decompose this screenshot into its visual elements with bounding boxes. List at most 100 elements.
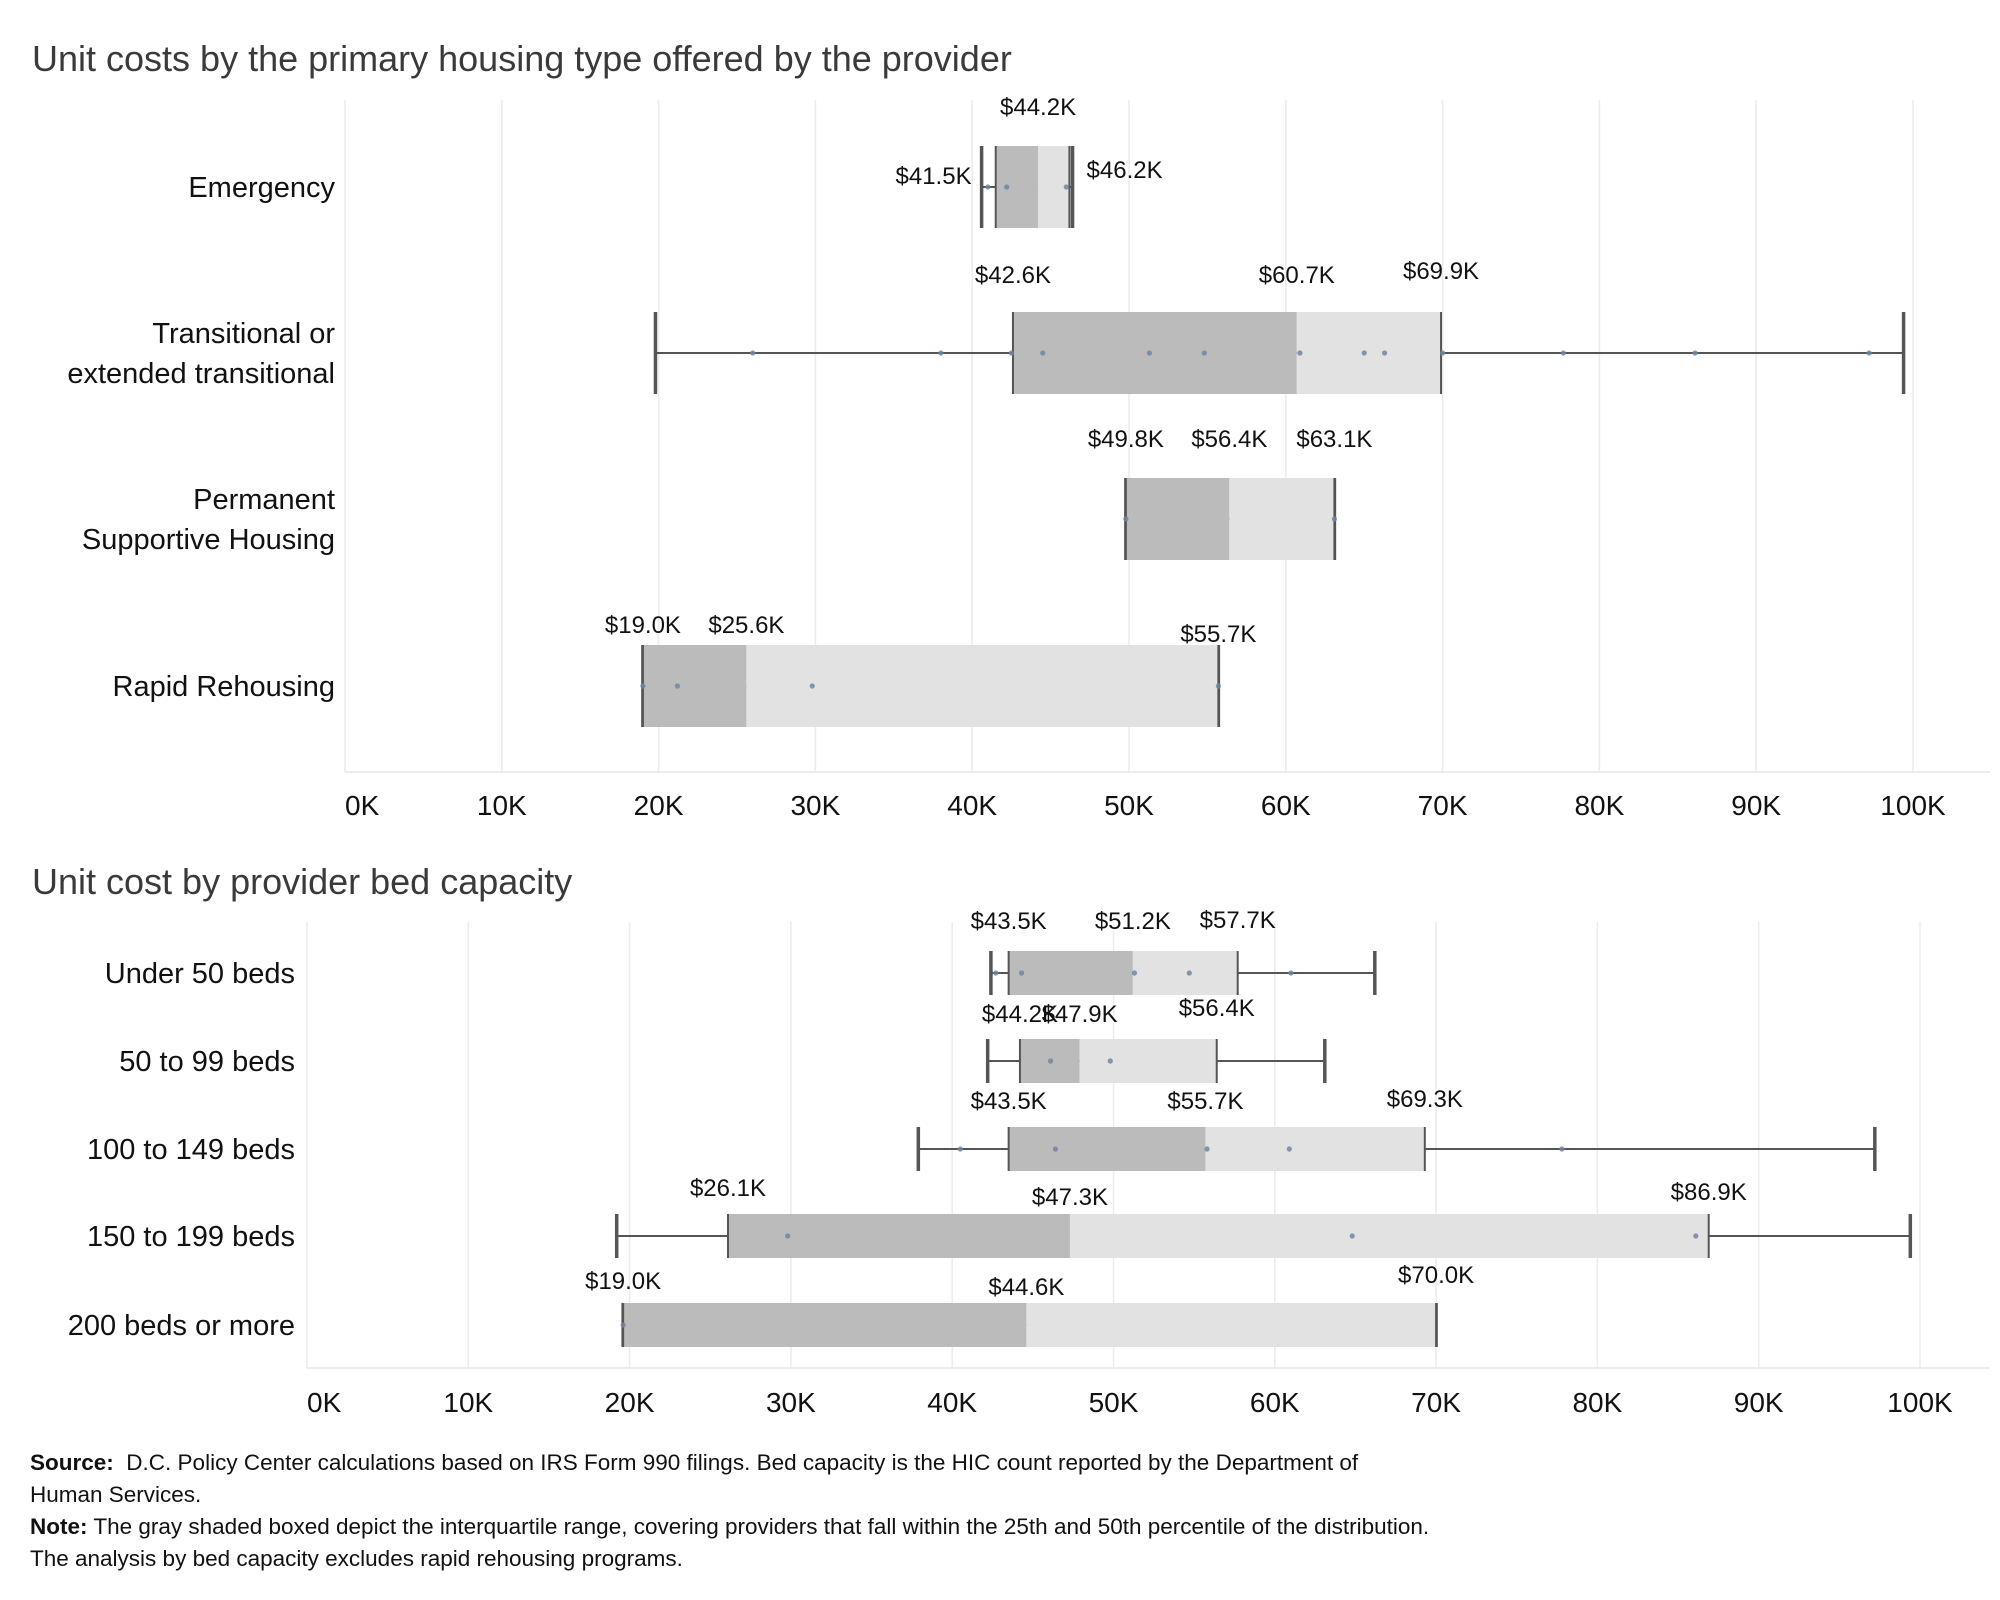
x-tick-label: 20K	[634, 790, 684, 821]
data-point	[1349, 1233, 1355, 1239]
data-point	[993, 970, 999, 976]
x-tick-label: 30K	[790, 790, 840, 821]
q1-value-label: $41.5K	[896, 163, 972, 190]
x-tick-label: 90K	[1731, 790, 1781, 821]
q3-value-label: $69.9K	[1403, 258, 1479, 285]
q1-value-label: $49.8K	[1088, 426, 1164, 453]
data-point	[1331, 516, 1338, 522]
data-point	[1204, 1146, 1210, 1152]
x-tick-label: 0K	[307, 1387, 342, 1418]
data-point	[1052, 1146, 1059, 1152]
q1-value-label: $42.6K	[975, 262, 1051, 289]
box-upper-half	[1026, 1303, 1437, 1347]
q1-value-label: $19.0K	[605, 612, 681, 639]
x-tick-label: 80K	[1572, 1387, 1622, 1418]
data-point	[1063, 184, 1069, 190]
data-point	[1008, 350, 1015, 356]
data-point	[1693, 1233, 1699, 1239]
median-value-label: $25.6K	[708, 612, 784, 639]
x-tick-label: 90K	[1734, 1387, 1784, 1418]
category-label: extended transitional	[67, 358, 335, 390]
median-value-label: $44.2K	[1000, 94, 1076, 121]
note-label: Note:	[30, 1514, 88, 1539]
box-lower-half	[623, 1303, 1027, 1347]
data-point	[1381, 350, 1388, 356]
box-lower-half	[1012, 312, 1297, 394]
category-label: Supportive Housing	[82, 524, 335, 556]
q1-value-label: $26.1K	[690, 1175, 766, 1202]
box-upper-half	[1079, 1039, 1217, 1083]
box-lower-half	[1008, 951, 1133, 995]
box-upper-half	[746, 645, 1219, 727]
box-group: 100 to 149 beds $43.5K $55.7K $69.3K	[87, 1086, 1877, 1171]
data-point	[674, 683, 681, 689]
box-lower-half	[1125, 478, 1230, 560]
median-value-label: $51.2K	[1095, 908, 1171, 935]
box-plot-figure: Unit costs by the primary housing type o…	[32, 38, 1990, 1418]
data-point	[1107, 1058, 1113, 1064]
data-point	[1692, 350, 1698, 356]
q1-value-label: $19.0K	[585, 1268, 661, 1295]
box-group: Under 50 beds $43.5K $51.2K $57.7K	[105, 907, 1377, 995]
data-point	[620, 1322, 626, 1328]
median-value-label: $47.9K	[1042, 1001, 1118, 1028]
data-point	[1004, 184, 1010, 190]
data-point	[1201, 350, 1207, 356]
x-tick-label: 0K	[345, 790, 380, 821]
data-point	[1215, 683, 1221, 689]
box-lower-half	[727, 1214, 1070, 1258]
box-group: 150 to 199 beds $26.1K $47.3K $86.9K	[87, 1175, 1913, 1258]
category-label: Transitional or	[152, 318, 335, 350]
data-point	[1123, 516, 1129, 522]
data-point	[785, 1233, 791, 1239]
median-value-label: $60.7K	[1259, 262, 1335, 289]
data-point	[1288, 970, 1294, 976]
data-point	[957, 1146, 963, 1152]
data-point	[1047, 1058, 1054, 1064]
box-upper-half	[1229, 478, 1335, 560]
chart-panel-2: Unit cost by provider bed capacity 0K 10K 2…	[32, 861, 1990, 1418]
category-label: 50 to 99 beds	[119, 1046, 295, 1078]
data-point	[1559, 1146, 1565, 1152]
x-tick-label: 60K	[1250, 1387, 1300, 1418]
x-tick-label: 60K	[1261, 790, 1311, 821]
data-point	[640, 683, 646, 689]
data-point	[1361, 350, 1367, 356]
box-lower-half	[642, 645, 747, 727]
box-group: Permanent Supportive Housing $49.8K $56.4K $…	[82, 426, 1372, 560]
x-tick-label: 10K	[443, 1387, 493, 1418]
median-value-label: $44.6K	[988, 1274, 1064, 1301]
data-point	[938, 350, 944, 356]
data-point	[1131, 970, 1138, 976]
x-tick-label: 70K	[1418, 790, 1468, 821]
source-label: Source:	[30, 1450, 114, 1475]
median-value-label: $55.7K	[1167, 1088, 1243, 1115]
chart-footer: Source: D.C. Policy Center calculations …	[30, 1447, 1430, 1575]
box-lower-half	[995, 146, 1039, 228]
data-point	[1440, 350, 1446, 356]
data-point	[1297, 350, 1303, 356]
median-value-label: $56.4K	[1191, 426, 1267, 453]
x-tick-label: 30K	[766, 1387, 816, 1418]
median-value-label: $47.3K	[1032, 1184, 1108, 1211]
q3-value-label: $57.7K	[1200, 907, 1276, 934]
category-label: Rapid Rehousing	[113, 671, 335, 703]
chart-title: Unit cost by provider bed capacity	[32, 861, 572, 902]
box-group: Emergency $41.5K $44.2K $46.2K	[188, 94, 1163, 228]
category-label: 200 beds or more	[68, 1310, 295, 1342]
note-text: The gray shaded boxed depict the interqu…	[30, 1514, 1430, 1571]
box-group: Transitional or extended transitional $42.…	[67, 258, 1906, 394]
x-tick-label: 20K	[605, 1387, 655, 1418]
data-point	[1866, 350, 1872, 356]
data-point	[750, 350, 756, 356]
box-lower-half	[1008, 1127, 1206, 1171]
data-point	[1146, 350, 1152, 356]
x-tick-label: 10K	[477, 790, 527, 821]
data-point	[1040, 350, 1046, 356]
category-label: Emergency	[188, 172, 335, 204]
x-tick-label: 40K	[927, 1387, 977, 1418]
x-tick-label: 70K	[1411, 1387, 1461, 1418]
category-label: 150 to 199 beds	[87, 1221, 295, 1253]
x-tick-label: 40K	[947, 790, 997, 821]
box-upper-half	[1132, 951, 1238, 995]
